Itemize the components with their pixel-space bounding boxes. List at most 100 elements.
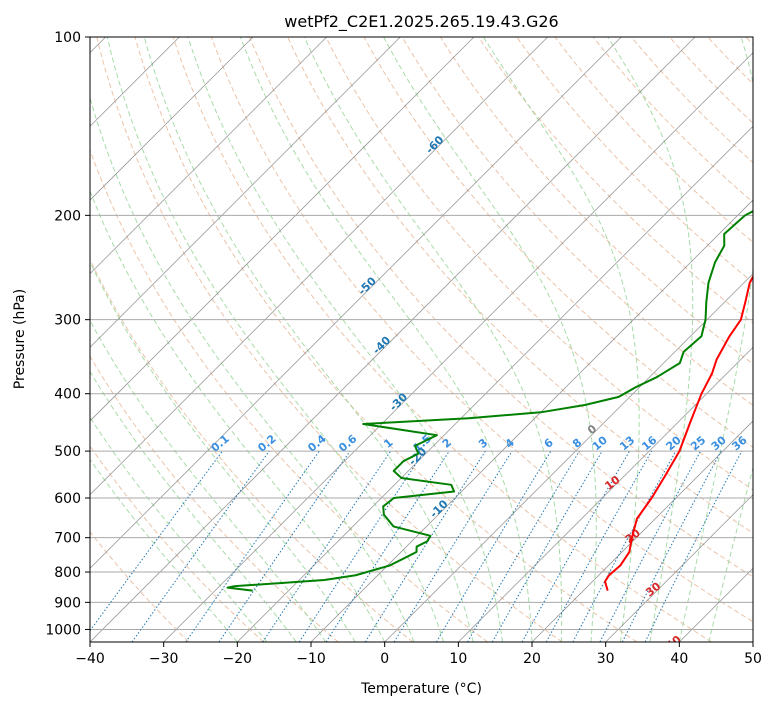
- mixing-ratio-line: [467, 450, 580, 642]
- mixing-ratio-label: 13: [617, 434, 637, 454]
- mixing-ratio-label: 8: [570, 436, 584, 451]
- dry-adiabat-line: [478, 37, 753, 324]
- x-axis-label: Temperature (°C): [360, 681, 482, 697]
- moist-adiabat-line: [106, 37, 445, 642]
- moist-adiabat-line: [90, 416, 268, 642]
- isotherm-line: [90, 37, 475, 422]
- x-tick-label: −30: [149, 651, 179, 667]
- moist-adiabat-line: [90, 458, 238, 642]
- isotherm-line: [90, 37, 548, 496]
- isotherm-line: [384, 273, 753, 642]
- dry-adiabat-line: [363, 37, 753, 448]
- mixing-ratio-label: 30: [709, 433, 729, 453]
- moist-adiabat-line: [143, 37, 474, 642]
- isotherm-line: [90, 37, 622, 569]
- dry-adiabat-line: [707, 37, 753, 85]
- mixing-ratio-label: 16: [639, 433, 659, 453]
- mixing-ratio-line: [435, 450, 552, 642]
- y-tick-label: 1000: [45, 622, 81, 638]
- mixing-ratio-line: [131, 450, 270, 642]
- y-tick-label: 500: [54, 444, 81, 460]
- moist-adiabat-line: [303, 37, 563, 642]
- dry-adiabat-line: [210, 37, 753, 623]
- x-tick-label: −40: [75, 651, 105, 667]
- isotherm-line: [237, 125, 753, 642]
- dry-adiabat-line: [669, 37, 753, 124]
- dry-adiabat-line: [439, 37, 753, 365]
- mixing-ratio-label: 6: [542, 436, 556, 451]
- isotherm-label: -60: [423, 133, 446, 156]
- dry-adiabat-line: [96, 37, 563, 642]
- x-tick-label: 10: [449, 651, 467, 667]
- moist-adiabat-line: [383, 37, 597, 642]
- x-tick-label: 50: [744, 651, 762, 667]
- isotherms: [90, 37, 753, 642]
- mixing-ratio-label: 2: [440, 436, 454, 451]
- moist-adiabat-line: [239, 37, 533, 642]
- y-tick-label: 300: [54, 313, 81, 329]
- mixing-ratio-label: 25: [688, 434, 708, 454]
- mixing-ratio-line: [572, 450, 677, 642]
- isotherm-line: [90, 37, 401, 348]
- mixing-ratio-line: [644, 450, 743, 642]
- y-tick-label: 400: [54, 387, 81, 403]
- dry-adiabat-line: [287, 37, 753, 534]
- isotherm-line: [90, 37, 254, 201]
- mixing-ratio-line: [364, 450, 486, 642]
- mixing-ratio-line: [185, 450, 320, 642]
- mixing-ratio-label: 1: [381, 436, 395, 451]
- chart-title: wetPf2_C2E1.2025.265.19.43.G26: [284, 12, 558, 32]
- dry-adiabat-line: [249, 37, 753, 578]
- isotherm-label: -50: [356, 274, 379, 297]
- mixing-ratio-line: [621, 450, 722, 642]
- y-axis: 100 200 300 400 500 600 700 800 900 1000: [45, 30, 90, 638]
- mixing-ratio-line: [325, 450, 450, 642]
- dry-adiabat-line: [134, 37, 638, 642]
- y-tick-label: 800: [54, 565, 81, 581]
- dry-adiabat-line: [516, 37, 753, 284]
- dry-adiabat-label: 40: [664, 633, 684, 653]
- mixing-ratio-line: [545, 450, 653, 642]
- y-tick-label: 100: [54, 30, 81, 46]
- dry-adiabat-line: [90, 258, 414, 642]
- y-tick-label: 700: [54, 531, 81, 547]
- y-tick-label: 200: [54, 208, 81, 224]
- x-axis: −40 −30 −20 −10 0 10 20 30 40 50: [75, 642, 762, 667]
- dry-adiabat-label: 10: [602, 473, 622, 493]
- mixing-ratio-label: 36: [730, 433, 750, 453]
- mixing-ratio-line: [521, 450, 630, 642]
- dry-adiabat-line: [90, 355, 339, 642]
- dry-adiabat-line: [401, 37, 753, 406]
- y-tick-label: 600: [54, 491, 81, 507]
- dewpoint-profile-line: [226, 210, 753, 592]
- isotherm-label: -40: [370, 334, 393, 357]
- isotherm-line: [531, 420, 753, 642]
- isotherm-line: [163, 52, 753, 642]
- moist-adiabat-line: [90, 260, 356, 642]
- mixing-ratio-label: 3: [476, 436, 490, 451]
- moist-adiabat-line: [708, 466, 753, 642]
- dry-adiabats: [90, 37, 753, 642]
- mixing-ratio-line: [599, 450, 701, 642]
- x-tick-label: 0: [380, 651, 389, 667]
- x-tick-label: 20: [523, 651, 541, 667]
- y-tick-label: 900: [54, 595, 81, 611]
- isotherm-line: [458, 346, 753, 642]
- mixing-ratio-line: [218, 450, 351, 642]
- isotherm-line: [310, 199, 753, 642]
- isotherm-label: -10: [427, 497, 450, 520]
- moist-adiabat-line: [90, 189, 386, 642]
- x-tick-label: −10: [296, 651, 326, 667]
- x-tick-label: −20: [223, 651, 253, 667]
- mixing-ratio-line: [90, 450, 223, 632]
- dry-adiabat-line: [172, 37, 712, 642]
- mixing-ratio-line: [262, 450, 392, 642]
- dry-adiabat-line: [90, 445, 264, 642]
- x-tick-label: 40: [670, 651, 688, 667]
- profile-series: [226, 210, 753, 592]
- isotherm-line: [605, 494, 753, 642]
- mixing-ratio-line: [393, 450, 513, 642]
- isotherm-line: [90, 37, 696, 642]
- pressure-gridlines: [90, 37, 753, 630]
